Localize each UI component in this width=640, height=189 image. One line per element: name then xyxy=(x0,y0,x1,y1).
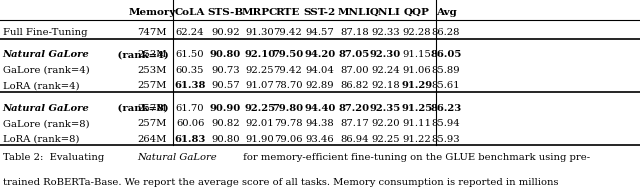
Text: 91.30: 91.30 xyxy=(246,28,274,37)
Text: 60.35: 60.35 xyxy=(176,66,204,75)
Text: 92.18: 92.18 xyxy=(371,81,399,90)
Text: 79.42: 79.42 xyxy=(274,66,302,75)
Text: 90.92: 90.92 xyxy=(211,28,239,37)
Text: 257M: 257M xyxy=(138,119,167,128)
Text: GaLore (rank=8): GaLore (rank=8) xyxy=(3,119,89,128)
Text: 91.25: 91.25 xyxy=(401,104,432,113)
Text: 91.29: 91.29 xyxy=(401,81,432,90)
Text: 92.24: 92.24 xyxy=(371,66,399,75)
Text: 87.17: 87.17 xyxy=(340,119,369,128)
Text: 87.18: 87.18 xyxy=(340,28,369,37)
Text: 92.25: 92.25 xyxy=(244,104,275,113)
Text: 86.28: 86.28 xyxy=(432,28,460,37)
Text: 92.01: 92.01 xyxy=(246,119,274,128)
Text: 90.90: 90.90 xyxy=(210,104,241,113)
Text: Memory: Memory xyxy=(129,8,176,17)
Text: Natural GaLore: Natural GaLore xyxy=(3,50,90,59)
Text: STS-B: STS-B xyxy=(207,8,243,17)
Text: QQP: QQP xyxy=(404,8,429,17)
Text: 92.20: 92.20 xyxy=(371,119,399,128)
Text: SST-2: SST-2 xyxy=(304,8,336,17)
Text: 91.07: 91.07 xyxy=(246,81,274,90)
Text: QNLI: QNLI xyxy=(370,8,401,17)
Text: 79.42: 79.42 xyxy=(274,28,302,37)
Text: 90.73: 90.73 xyxy=(211,66,239,75)
Text: 79.50: 79.50 xyxy=(273,50,303,59)
Text: 91.90: 91.90 xyxy=(246,135,274,144)
Text: 60.06: 60.06 xyxy=(176,119,204,128)
Text: Natural GaLore: Natural GaLore xyxy=(137,153,217,162)
Text: 92.30: 92.30 xyxy=(370,50,401,59)
Text: 94.20: 94.20 xyxy=(305,50,335,59)
Text: 92.25: 92.25 xyxy=(246,66,274,75)
Text: 86.23: 86.23 xyxy=(431,104,461,113)
Text: 91.15: 91.15 xyxy=(402,50,431,59)
Text: 87.05: 87.05 xyxy=(339,50,370,59)
Text: (rank=8): (rank=8) xyxy=(115,104,169,113)
Text: MRPC: MRPC xyxy=(242,8,278,17)
Text: 87.20: 87.20 xyxy=(339,104,370,113)
Text: 86.82: 86.82 xyxy=(340,81,369,90)
Text: 79.80: 79.80 xyxy=(273,104,303,113)
Text: 92.33: 92.33 xyxy=(371,28,399,37)
Text: 62.24: 62.24 xyxy=(176,28,204,37)
Text: 78.70: 78.70 xyxy=(274,81,302,90)
Text: 61.70: 61.70 xyxy=(176,104,204,113)
Text: 253M: 253M xyxy=(138,50,167,59)
Text: 87.00: 87.00 xyxy=(340,66,369,75)
Text: trained RoBERTa-Base. We report the average score of all tasks. Memory consumpti: trained RoBERTa-Base. We report the aver… xyxy=(3,178,558,187)
Text: 264M: 264M xyxy=(138,135,167,144)
Text: 85.94: 85.94 xyxy=(432,119,460,128)
Text: 91.22: 91.22 xyxy=(403,135,431,144)
Text: 85.61: 85.61 xyxy=(432,81,460,90)
Text: 90.80: 90.80 xyxy=(211,135,239,144)
Text: Table 2:  Evaluating: Table 2: Evaluating xyxy=(3,153,107,162)
Text: RTE: RTE xyxy=(276,8,300,17)
Text: 86.05: 86.05 xyxy=(430,50,462,59)
Text: Avg: Avg xyxy=(436,8,456,17)
Text: 90.80: 90.80 xyxy=(210,50,241,59)
Text: for memory-efficient fine-tuning on the GLUE benchmark using pre-: for memory-efficient fine-tuning on the … xyxy=(240,153,590,162)
Text: 85.93: 85.93 xyxy=(432,135,460,144)
Text: LoRA (rank=8): LoRA (rank=8) xyxy=(3,135,79,144)
Text: 61.50: 61.50 xyxy=(176,50,204,59)
Text: 61.38: 61.38 xyxy=(174,81,206,90)
Text: Natural GaLore: Natural GaLore xyxy=(3,104,90,113)
Text: 90.57: 90.57 xyxy=(211,81,239,90)
Text: 253M: 253M xyxy=(138,66,167,75)
Text: 92.89: 92.89 xyxy=(306,81,334,90)
Text: 90.82: 90.82 xyxy=(211,119,239,128)
Text: 86.94: 86.94 xyxy=(340,135,369,144)
Text: 91.11: 91.11 xyxy=(402,119,431,128)
Text: 94.57: 94.57 xyxy=(306,28,334,37)
Text: 61.83: 61.83 xyxy=(174,135,206,144)
Text: 92.10: 92.10 xyxy=(244,50,275,59)
Text: 94.40: 94.40 xyxy=(304,104,336,113)
Text: 92.25: 92.25 xyxy=(371,135,399,144)
Text: CoLA: CoLA xyxy=(175,8,205,17)
Text: 257M: 257M xyxy=(138,104,167,113)
Text: LoRA (rank=4): LoRA (rank=4) xyxy=(3,81,79,90)
Text: 79.78: 79.78 xyxy=(274,119,302,128)
Text: 91.06: 91.06 xyxy=(403,66,431,75)
Text: 79.06: 79.06 xyxy=(274,135,302,144)
Text: Full Fine-Tuning: Full Fine-Tuning xyxy=(3,28,87,37)
Text: 94.04: 94.04 xyxy=(305,66,335,75)
Text: 92.35: 92.35 xyxy=(370,104,401,113)
Text: GaLore (rank=4): GaLore (rank=4) xyxy=(3,66,90,75)
Text: 747M: 747M xyxy=(138,28,167,37)
Text: MNLI: MNLI xyxy=(338,8,371,17)
Text: 85.89: 85.89 xyxy=(432,66,460,75)
Text: 257M: 257M xyxy=(138,81,167,90)
Text: 93.46: 93.46 xyxy=(306,135,334,144)
Text: 94.38: 94.38 xyxy=(306,119,334,128)
Text: 92.28: 92.28 xyxy=(403,28,431,37)
Text: (rank=4): (rank=4) xyxy=(115,50,169,59)
